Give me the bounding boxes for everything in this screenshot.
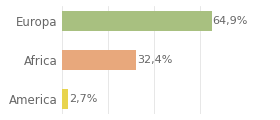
Text: 32,4%: 32,4% — [137, 55, 173, 65]
Bar — [62, 50, 136, 70]
Bar — [62, 11, 211, 31]
Bar — [62, 89, 68, 109]
Text: 2,7%: 2,7% — [69, 94, 97, 104]
Text: 64,9%: 64,9% — [213, 16, 248, 26]
